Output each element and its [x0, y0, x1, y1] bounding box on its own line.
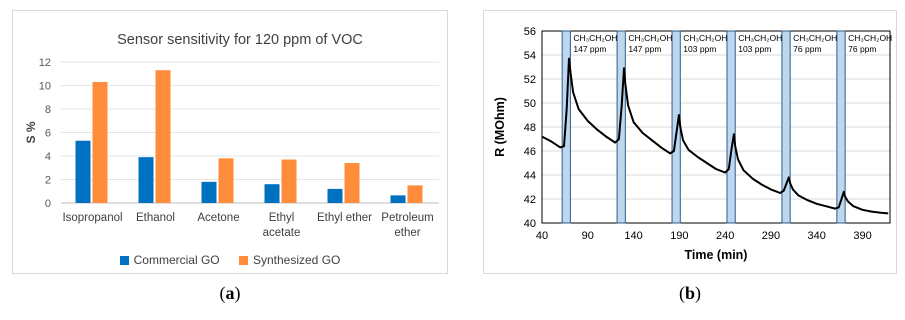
y-tick-label: 42 [524, 194, 536, 206]
y-tick-label: 54 [524, 50, 536, 62]
caption-a-letter: a [225, 283, 235, 303]
x-tick-label: Petroleum [381, 212, 433, 224]
concentration-label: 76 ppm [848, 44, 876, 54]
bar [155, 70, 171, 203]
x-tick-label: 140 [624, 230, 642, 242]
concentration-label: 76 ppm [793, 44, 821, 54]
bar [75, 140, 91, 203]
caption-b-letter: b [684, 283, 695, 303]
x-tick-label: Ethyl ether [317, 212, 372, 224]
bar [92, 81, 108, 203]
x-tick-label: 190 [670, 230, 688, 242]
legend-swatch-synthesized-go [238, 256, 248, 265]
y-tick-label: 4 [45, 151, 51, 163]
y-tick-label: 2 [45, 175, 51, 187]
x-axis-label: Time (min) [685, 248, 748, 262]
y-axis-label: R (MOhm) [493, 97, 507, 157]
concentration-label: 103 ppm [738, 44, 771, 54]
legend-item-synthesized-go: Synthesized GO [238, 253, 341, 267]
legend-item-commercial-go: Commercial GO [119, 253, 220, 267]
bar-chart-svg: Sensor sensitivity for 120 ppm of VOC 0 2 4… [24, 32, 439, 239]
exposure-band [671, 30, 681, 224]
gas-label: CH₃CH₂OH [683, 33, 727, 43]
exposure-band [836, 30, 846, 224]
exposure-band [781, 30, 791, 224]
y-tick-label: 46 [524, 146, 536, 158]
gas-label: CH₃CH₂OH [573, 33, 617, 43]
y-tick-label: 8 [45, 104, 51, 116]
y-tick-label: 12 [39, 57, 51, 69]
x-tick-label: acetate [263, 227, 301, 239]
chart-legend: Commercial GO Synthesized GO [13, 253, 447, 267]
x-tick-label: 290 [762, 230, 780, 242]
y-tick-label: 10 [39, 81, 51, 93]
gas-label: CH₃CH₂OH [738, 33, 782, 43]
gas-label: CH₃CH₂OH [793, 33, 837, 43]
chart-panel-a: Sensor sensitivity for 120 ppm of VOC 0 2 4… [12, 10, 448, 274]
legend-label-commercial-go: Commercial GO [133, 253, 220, 267]
x-tick-label: 390 [853, 230, 871, 242]
concentration-label: 147 ppm [573, 44, 606, 54]
bar [264, 184, 280, 203]
y-tick-label: 56 [524, 26, 536, 38]
chart-panel-b: 40 42 44 46 48 50 52 54 56 40 90 140 190 240 290 340 390… [483, 10, 897, 274]
line-chart-svg: 40 42 44 46 48 50 52 54 56 40 90 140 190 240 290 340 390… [493, 26, 892, 262]
y-tick-label: 0 [45, 198, 51, 210]
resistance-line [541, 57, 889, 215]
x-tick-label: Acetone [197, 212, 239, 224]
x-tick-label: 240 [716, 230, 734, 242]
y-tick-label: 52 [524, 74, 536, 86]
concentration-label: 103 ppm [683, 44, 716, 54]
plot-frame [541, 30, 891, 224]
y-tick-label: 44 [524, 170, 536, 182]
legend-swatch-commercial-go [119, 256, 129, 265]
bar [281, 159, 297, 203]
x-tick-label: Ethanol [136, 212, 175, 224]
y-tick-label: 6 [45, 128, 51, 140]
gas-label: CH₃CH₂OH [628, 33, 672, 43]
bar [201, 181, 217, 203]
bar [407, 185, 423, 203]
gas-label: CH₃CH₂OH [848, 33, 892, 43]
x-tick-label: 340 [808, 230, 826, 242]
y-tick-label: 50 [524, 98, 536, 110]
x-tick-label: ether [394, 227, 420, 239]
x-tick-label: 90 [582, 230, 594, 242]
bar [138, 157, 154, 203]
x-tick-label: Isopropanol [62, 212, 122, 224]
bar [390, 195, 406, 203]
y-tick-label: 48 [524, 122, 536, 134]
x-tick-label: 40 [536, 230, 548, 242]
exposure-band [726, 30, 736, 224]
bar [344, 163, 360, 203]
bar [327, 188, 343, 203]
exposure-band [616, 30, 626, 224]
y-tick-label: 40 [524, 218, 536, 230]
x-tick-label: Ethyl [269, 212, 295, 224]
caption-a: (a) [219, 283, 241, 303]
caption-b: (b) [678, 283, 701, 303]
chart-title: Sensor sensitivity for 120 ppm of VOC [117, 32, 363, 48]
bar [218, 158, 234, 203]
concentration-label: 147 ppm [628, 44, 661, 54]
y-axis-label: S % [24, 121, 38, 143]
legend-label-synthesized-go: Synthesized GO [252, 253, 341, 267]
